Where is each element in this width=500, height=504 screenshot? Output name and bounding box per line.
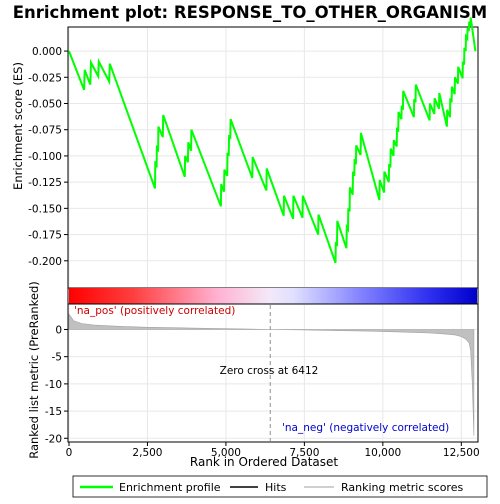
es-axis-label: Enrichment score (ES) [11, 62, 25, 190]
es-tick-label: 0.000 [32, 46, 62, 58]
zero-cross-label: Zero cross at 6412 [220, 365, 319, 377]
metric-axis-label: Ranked list metric (PreRanked) [27, 281, 41, 459]
es-tick-label: -0.150 [28, 203, 62, 215]
legend-metric-label: Ranking metric scores [341, 481, 463, 494]
x-tick-label: 7,500 [289, 447, 319, 459]
enrichment-profile-line [68, 17, 477, 264]
x-axis: 0 2,500 5,000 7,500 10,000 12,500 [66, 442, 480, 459]
rank-color-band [69, 288, 477, 304]
es-tick-label: -0.050 [28, 98, 62, 110]
es-tick-label: -0.075 [28, 125, 62, 137]
es-tick-label: -0.125 [28, 177, 62, 189]
neg-correlated-label: 'na_neg' (negatively correlated) [282, 422, 449, 434]
ranking-metric-area [68, 313, 475, 436]
legend-box [72, 475, 488, 498]
legend-hits-label: Hits [265, 481, 287, 494]
es-grid [68, 28, 477, 287]
x-tick-label: 2,500 [132, 447, 162, 459]
es-tick-label: -0.025 [28, 72, 62, 84]
metric-axis: 0 -5 -10 -15 -20 [45, 324, 68, 445]
x-tick-label: 12,500 [443, 447, 480, 459]
es-tick-label: -0.100 [28, 151, 62, 163]
metric-tick-label: -15 [45, 406, 62, 418]
x-axis-label: Rank in Ordered Dataset [190, 455, 338, 469]
es-axis: 0.000 -0.025 -0.050 -0.075 -0.100 -0.125 -0.15… [28, 46, 68, 268]
es-panel-frame [67, 26, 479, 289]
pos-correlated-label: 'na_pos' (positively correlated) [74, 305, 235, 317]
metric-tick-label: -10 [45, 379, 62, 391]
legend-enrichment-label: Enrichment profile [119, 481, 221, 494]
metric-tick-label: -20 [45, 433, 62, 445]
x-tick-label: 10,000 [364, 447, 401, 459]
metric-tick-label: 0 [55, 324, 62, 336]
x-tick-label: 5,000 [211, 447, 241, 459]
es-tick-label: -0.200 [28, 256, 62, 268]
es-tick-label: -0.175 [28, 230, 62, 242]
metric-tick-label: -5 [52, 352, 62, 364]
chart-title: Enrichment plot: RESPONSE_TO_OTHER_ORGAN… [13, 3, 487, 22]
x-tick-label: 0 [66, 447, 73, 459]
